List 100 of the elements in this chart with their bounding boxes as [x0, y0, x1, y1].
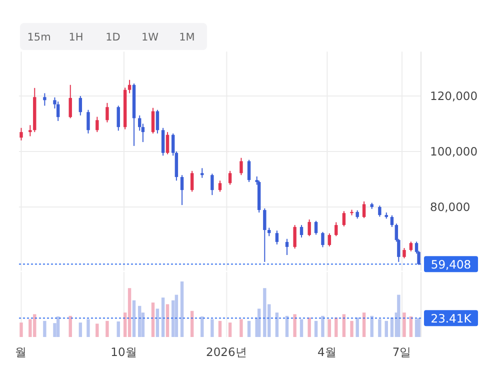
candlestick: [20, 127, 23, 141]
bar: [240, 319, 243, 337]
bar: [300, 319, 304, 337]
bar: [263, 288, 266, 337]
candlestick: [200, 168, 204, 178]
bar: [247, 320, 251, 337]
candlestick: [285, 238, 289, 256]
bar: [138, 306, 142, 337]
bar: [257, 308, 261, 337]
candlestick: [43, 92, 46, 106]
candlestick: [362, 200, 366, 219]
bar: [190, 310, 194, 337]
ref-line-label: 59,408: [430, 258, 472, 272]
candlestick: [156, 109, 160, 134]
candlestick: [180, 174, 184, 206]
x-tick-label: 4월: [318, 345, 337, 359]
x-tick-label: 7일: [392, 345, 412, 359]
candlestick: [106, 102, 109, 123]
candlestick: [328, 232, 332, 247]
candlestick: [96, 116, 99, 133]
candlestick: [308, 218, 311, 237]
bar: [161, 298, 165, 337]
bar: [156, 308, 160, 337]
x-tick-label: 10월: [110, 345, 138, 359]
bar: [20, 322, 23, 337]
candlestick: [321, 231, 324, 248]
bar: [417, 318, 420, 337]
candlestick: [390, 214, 394, 228]
bar: [200, 316, 204, 337]
candlestick: [402, 248, 406, 259]
bar: [86, 319, 90, 337]
bar: [132, 300, 136, 337]
bar: [151, 302, 155, 337]
text: 15m: [27, 32, 51, 44]
y-tick-label: 80,000: [430, 200, 470, 214]
bar: [96, 324, 99, 337]
bar: [210, 319, 214, 337]
x-tick-label: 2026년: [206, 345, 248, 359]
candlestick: [56, 101, 60, 122]
candlestick: [342, 210, 346, 227]
bar: [342, 314, 346, 337]
bar: [397, 294, 400, 337]
bar: [43, 320, 46, 337]
y-tick-label: 100,000: [430, 144, 478, 158]
candlestick: [210, 173, 214, 196]
candlestick: [161, 127, 165, 156]
bar: [314, 320, 318, 337]
bar: [409, 316, 413, 337]
text: 1H: [68, 32, 84, 44]
text: 1D: [106, 32, 120, 44]
candlestick: [334, 222, 338, 237]
bar: [356, 318, 359, 337]
bar: [228, 322, 232, 337]
text: 1M: [179, 32, 195, 44]
candlestick: [218, 180, 222, 192]
bar: [293, 314, 296, 337]
candlestick: [151, 107, 155, 134]
bar: [68, 316, 72, 337]
bar: [308, 318, 311, 337]
bar: [328, 319, 332, 337]
bar: [128, 288, 132, 337]
bar: [166, 304, 170, 337]
bar: [362, 312, 366, 337]
ref-line-label: 23.41K: [430, 312, 472, 326]
bar: [180, 281, 184, 337]
candlestick: [240, 157, 243, 176]
candlestick: [228, 170, 232, 186]
bar: [275, 312, 279, 337]
candlestick: [68, 84, 72, 119]
bar: [106, 320, 109, 337]
bar: [378, 319, 382, 337]
candlestick: [78, 95, 82, 116]
candlestick: [263, 208, 266, 262]
bar: [78, 322, 82, 337]
x-tick-label: 월: [15, 345, 28, 359]
candlestick: [314, 220, 318, 236]
candlestick: [190, 170, 194, 192]
bar: [321, 316, 324, 337]
bar: [116, 321, 120, 337]
candlestick: [128, 79, 132, 94]
candlestick: [86, 109, 90, 134]
bar: [384, 320, 388, 337]
bar: [402, 312, 406, 337]
candlestick: [293, 224, 296, 250]
bar: [334, 318, 338, 337]
bar: [218, 320, 222, 337]
candlestick: [378, 205, 382, 218]
candlestick: [409, 241, 413, 252]
bar: [285, 316, 289, 337]
candlestick: [28, 124, 32, 137]
y-tick-label: 120,000: [430, 88, 478, 103]
text: 1W: [141, 32, 160, 44]
candlestick: [166, 132, 170, 155]
candlestick: [300, 224, 304, 238]
candlestick: [116, 105, 120, 132]
bar: [350, 320, 354, 337]
bar: [370, 316, 374, 337]
bar: [174, 294, 178, 337]
candlestick: [275, 230, 279, 245]
bar: [56, 316, 60, 337]
